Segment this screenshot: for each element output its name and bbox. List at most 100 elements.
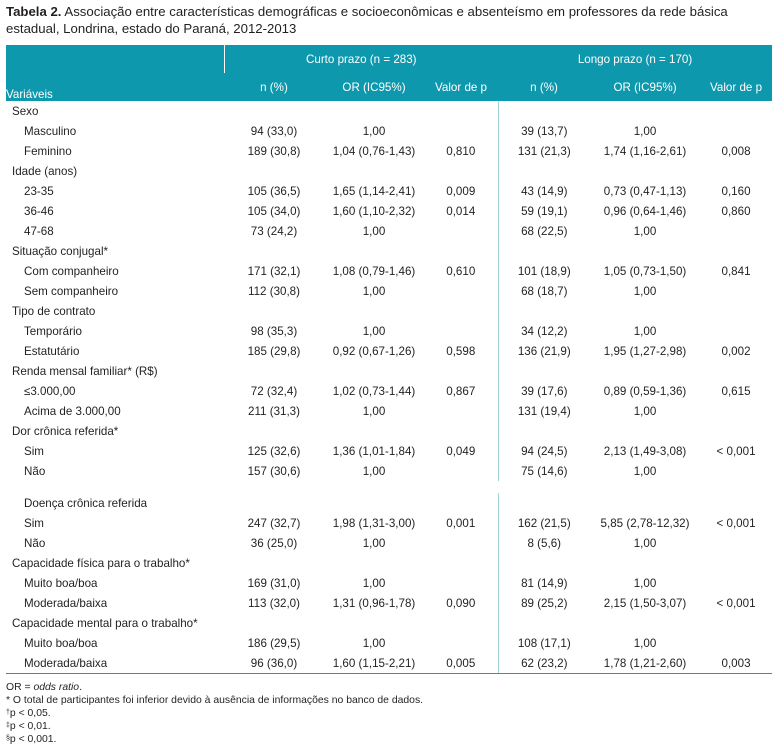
cell-n-pct-short: 169 (31,0) (247, 576, 301, 590)
cell-or-long: 2,15 (1,50-3,07) (603, 596, 687, 610)
cell-or-short: 1,00 (362, 324, 386, 338)
row-label: 47-68 (24, 224, 54, 238)
cell-or-long: 1,00 (633, 464, 657, 478)
cell-n-pct-short: 113 (32,0) (248, 596, 300, 610)
table-row: Muito boa/boa 186 (29,5) 1,00 108 (17,1) 1,0… (6, 633, 772, 653)
cell-or-long: 1,00 (633, 224, 657, 238)
header-short-term-group: Curto prazo (n = 283) (223, 45, 499, 73)
cell-n-pct-long: 101 (18,9) (497, 261, 591, 281)
row-label: 23-35 (24, 184, 54, 198)
table-row: 23-35 105 (36,5) 1,65 (1,14-2,41) 0,009 43 (… (6, 181, 772, 201)
cell-n-pct-short: 72 (32,4) (250, 384, 298, 398)
cell-n-pct-short: 105 (34,0) (247, 204, 301, 218)
header-n-pct-short: n (%) (224, 73, 324, 101)
row-label: Muito boa/boa (24, 636, 98, 650)
cell-p-short (424, 633, 498, 653)
cell-p-short: 0,049 (446, 444, 476, 458)
row-label: 36-46 (24, 204, 54, 218)
group-label: Sexo (12, 104, 39, 118)
cell-or-long: 1,00 (633, 636, 657, 650)
cell-p-long (700, 533, 772, 553)
cell-n-pct-long: 68 (22,5) (497, 221, 591, 241)
cell-p-short: 0,867 (446, 384, 476, 398)
table-caption-text: Associação entre características demográ… (6, 4, 728, 36)
cell-p-long: < 0,001 (716, 444, 756, 458)
table-body: Sexo Masculino 94 (33,0) 1,00 39 (13,7) 1,00 F… (6, 101, 773, 674)
row-label: Temporário (24, 324, 82, 338)
cell-n-pct-long: 108 (17,1) (497, 633, 591, 653)
cell-n-pct-short: 73 (24,2) (250, 224, 298, 238)
cell-n-pct-short: 105 (36,5) (247, 184, 301, 198)
footnote-section: §p < 0,001. (6, 734, 57, 745)
cell-n-pct-long: 131 (19,4) (497, 401, 591, 421)
cell-n-pct-long: 43 (14,9) (497, 181, 591, 201)
cell-p-long: < 0,001 (716, 516, 756, 530)
table-header: Variáveis Curto prazo (n = 283) Longo pr… (6, 45, 773, 101)
table-row: Sim 247 (32,7) 1,98 (1,31-3,00) 0,001 162 (2… (6, 513, 772, 533)
table-group-row: Dor crônica referida* (6, 421, 772, 441)
cell-p-long (700, 281, 772, 301)
cell-n-pct-short: 157 (30,6) (247, 464, 301, 478)
cell-p-long (700, 401, 772, 421)
group-label: Tipo de contrato (12, 304, 96, 318)
cell-or-long: 1,78 (1,21-2,60) (590, 653, 701, 674)
table-row: Acima de 3.000,00 211 (31,3) 1,00 131 (19,4… (6, 401, 772, 421)
cell-n-pct-long: 162 (21,5) (497, 513, 591, 533)
cell-n-pct-long: 59 (19,1) (497, 201, 591, 221)
cell-n-pct-short: 96 (36,0) (224, 653, 324, 674)
header-p-long: Valor de p (700, 73, 773, 101)
cell-p-short: 0,090 (446, 596, 476, 610)
cell-p-short (424, 461, 498, 481)
cell-n-pct-short: 36 (25,0) (250, 536, 298, 550)
table-row: Não 36 (25,0) 1,00 8 (5,6) 1,00 (6, 533, 772, 553)
cell-n-pct-long: 62 (23,2) (497, 653, 591, 674)
cell-n-pct-long: 68 (18,7) (497, 281, 591, 301)
cell-p-short: 0,014 (446, 204, 476, 218)
cell-or-long: 1,05 (0,73-1,50) (603, 264, 687, 278)
cell-or-short: 1,60 (1,15-2,21) (324, 653, 424, 674)
cell-or-short: 1,00 (362, 464, 386, 478)
cell-p-short: 0,610 (446, 264, 476, 278)
cell-p-short (424, 573, 498, 593)
table-caption-label: Tabela 2. (6, 4, 62, 19)
footnote-dagger: †p < 0,05. (6, 708, 51, 719)
cell-p-short: 0,598 (446, 344, 476, 358)
cell-p-long (700, 633, 772, 653)
cell-n-pct-long: 81 (14,9) (497, 573, 591, 593)
cell-p-short: 0,810 (446, 144, 476, 158)
cell-n-pct-short: 171 (32,1) (247, 264, 301, 278)
cell-n-pct-short: 186 (29,5) (247, 636, 301, 650)
group-label: Capacidade mental para o trabalho* (12, 616, 198, 630)
cell-or-short: 1,00 (362, 224, 386, 238)
row-label: Masculino (24, 124, 77, 138)
table-caption: Tabela 2. Associação entre característic… (6, 3, 770, 37)
table-group-row: Situação conjugal* (6, 241, 772, 261)
header-variaveis: Variáveis (6, 45, 224, 101)
table-row: Com companheiro 171 (32,1) 1,08 (0,79-1,46… (6, 261, 772, 281)
cell-n-pct-short: 247 (32,7) (247, 516, 301, 530)
table-row: 47-68 73 (24,2) 1,00 68 (22,5) 1,00 (6, 221, 772, 241)
cell-p-short (424, 321, 498, 341)
table-group-row: Capacidade física para o trabalho* (6, 553, 772, 573)
cell-or-short: 1,60 (1,10-2,32) (332, 204, 416, 218)
cell-or-short: 1,65 (1,14-2,41) (332, 184, 416, 198)
cell-n-pct-short: 112 (30,8) (248, 284, 300, 298)
header-n-pct-long: n (%) (498, 73, 591, 101)
cell-n-pct-short: 211 (31,3) (248, 404, 300, 418)
header-p-short: Valor de p (424, 73, 499, 101)
footnote-double-dagger: ‡p < 0,01. (6, 721, 51, 732)
cell-p-short (424, 533, 498, 553)
group-label: Doença crônica referida (24, 496, 148, 510)
footnote-asterisk: * O total de participantes foi inferior … (6, 695, 424, 706)
cell-p-long (700, 461, 772, 481)
row-label: Moderada/baixa (6, 653, 224, 674)
row-label: Não (24, 536, 46, 550)
table-row: Temporário 98 (35,3) 1,00 34 (12,2) 1,00 (6, 321, 772, 341)
cell-n-pct-short: 94 (33,0) (250, 124, 298, 138)
group-label: Idade (anos) (12, 164, 78, 178)
cell-p-short (424, 121, 498, 141)
cell-p-short (424, 221, 498, 241)
cell-n-pct-long: 8 (5,6) (497, 533, 591, 553)
cell-n-pct-long: 39 (17,6) (497, 381, 591, 401)
cell-or-short: 0,92 (0,67-1,26) (332, 344, 416, 358)
